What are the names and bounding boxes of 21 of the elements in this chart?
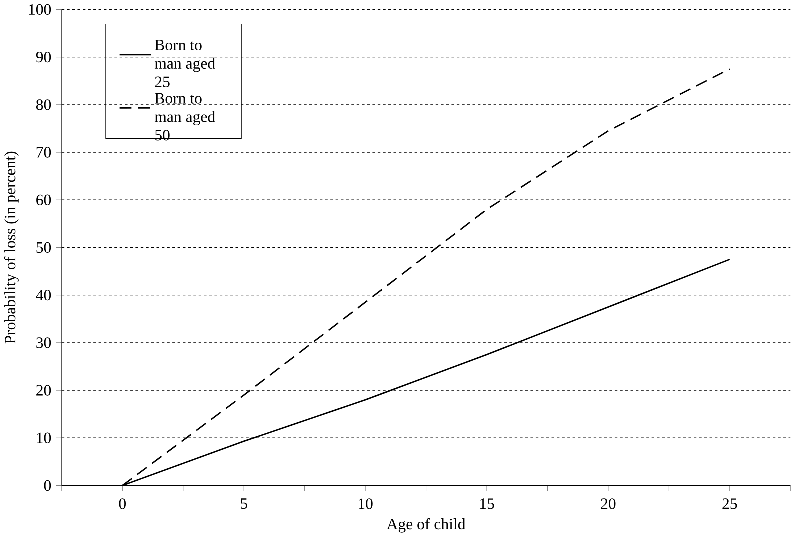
x-tick-label: 15 <box>480 498 494 510</box>
y-tick-label: 30 <box>36 337 52 348</box>
x-tick-label: 10 <box>359 498 373 510</box>
x-tick-label: 20 <box>601 498 616 510</box>
y-tick-label: 100 <box>29 4 52 15</box>
x-tick-label: 5 <box>241 498 248 510</box>
x-tick-label: 25 <box>722 498 738 510</box>
y-tick-label: 80 <box>36 99 52 110</box>
y-tick-label: 10 <box>37 432 52 444</box>
y-axis-title: Probability of loss (in percent) <box>4 152 19 344</box>
y-tick-label: 50 <box>36 242 52 253</box>
legend-label: Born to man aged 50 <box>154 93 216 141</box>
y-tick-label: 0 <box>44 480 52 491</box>
y-tick-label: 90 <box>36 52 52 63</box>
legend-label: Born to man aged 25 <box>154 40 216 88</box>
y-tick-label: 40 <box>36 290 52 301</box>
y-tick-label: 60 <box>36 194 52 206</box>
y-tick-label: 20 <box>36 385 52 396</box>
y-tick-label: 70 <box>36 147 52 158</box>
x-tick-label: 0 <box>119 498 126 510</box>
x-axis-title: Age of child <box>386 518 466 533</box>
